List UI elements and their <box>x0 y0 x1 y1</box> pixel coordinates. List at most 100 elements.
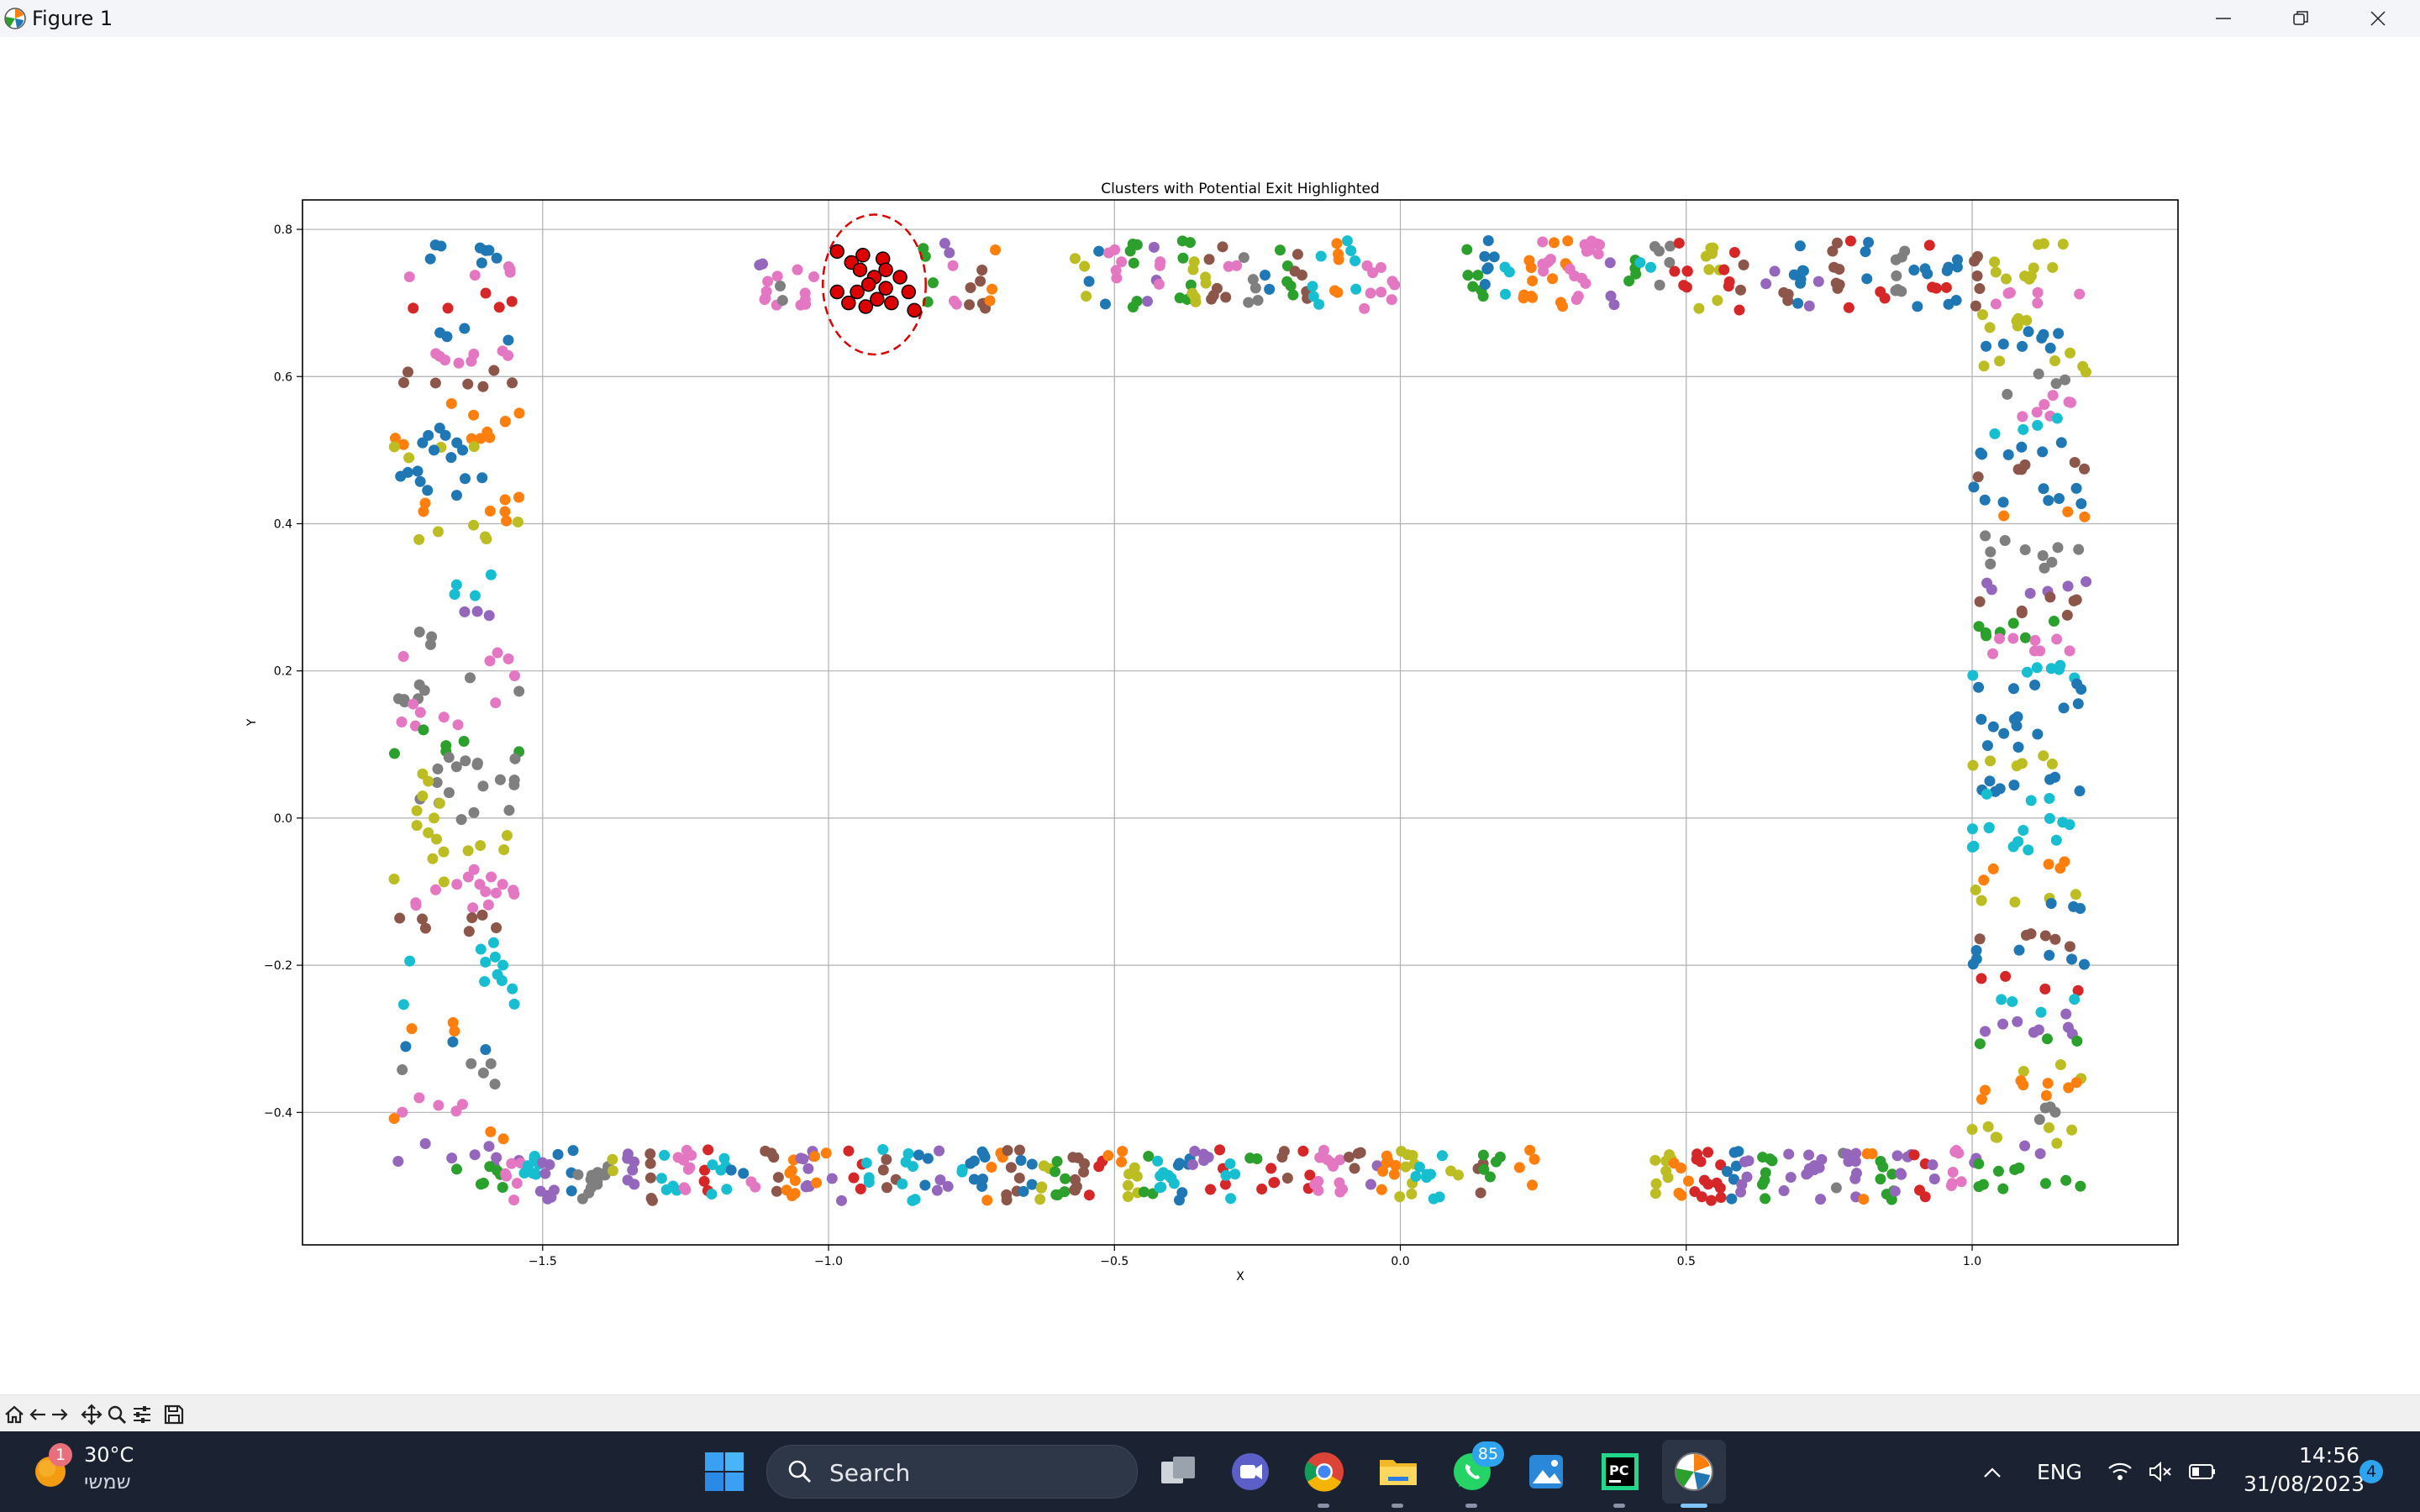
cluster-point <box>419 1138 431 1150</box>
cluster-point <box>429 812 440 824</box>
cluster-point <box>499 494 511 506</box>
cluster-point <box>1996 994 2007 1005</box>
chevron-up-icon[interactable] <box>1981 1462 2003 1483</box>
cluster-point <box>2058 702 2070 714</box>
teams-meet-icon[interactable] <box>1228 1450 1272 1494</box>
cluster-point <box>835 1194 847 1206</box>
cluster-point <box>1388 1168 1400 1180</box>
save-icon[interactable] <box>163 1404 185 1425</box>
cluster-point <box>1185 279 1197 291</box>
forward-arrow-icon[interactable] <box>49 1404 71 1425</box>
cluster-point <box>1990 298 2002 310</box>
cluster-point <box>509 753 521 764</box>
home-icon[interactable] <box>3 1404 25 1425</box>
pycharm-icon[interactable]: PC <box>1598 1450 1642 1494</box>
x-tick-label: −1.5 <box>529 1255 557 1268</box>
cluster-point <box>398 376 410 388</box>
cluster-point <box>682 1163 694 1175</box>
cluster-point <box>2011 760 2023 772</box>
cluster-point <box>435 240 447 252</box>
cluster-point <box>1274 244 1286 256</box>
configure-subplots-icon[interactable] <box>131 1404 153 1425</box>
cluster-point <box>2062 1021 2074 1033</box>
cluster-point <box>1219 1179 1231 1190</box>
back-arrow-icon[interactable] <box>27 1404 49 1425</box>
cluster-point <box>2059 856 2070 868</box>
cluster-point <box>2004 286 2016 298</box>
cluster-point <box>462 845 474 857</box>
cluster-point <box>2038 328 2049 340</box>
cluster-point <box>501 1170 513 1182</box>
cluster-point <box>508 779 520 790</box>
notification-count-badge[interactable]: 4 <box>2360 1460 2383 1483</box>
cluster-point <box>860 1157 872 1168</box>
cluster-point <box>2021 666 2033 678</box>
cluster-point <box>2080 366 2091 378</box>
weather-notification-badge: 1 <box>49 1443 72 1467</box>
cluster-point <box>488 365 500 376</box>
cluster-point <box>918 243 929 255</box>
minimize-button[interactable] <box>2185 0 2262 37</box>
cluster-point <box>1940 281 1952 293</box>
matplotlib-taskbar-button[interactable] <box>1662 1440 1726 1504</box>
cluster-point <box>2064 819 2075 831</box>
cluster-point <box>2024 587 2036 599</box>
cluster-point <box>2017 340 2028 352</box>
restore-button[interactable] <box>2262 0 2339 37</box>
cluster-point <box>1592 248 1604 260</box>
cluster-point <box>1943 261 1954 273</box>
cluster-point <box>397 1064 408 1076</box>
cluster-point <box>402 366 414 378</box>
battery-icon[interactable] <box>2188 1462 2217 1482</box>
cluster-point <box>2043 495 2054 507</box>
taskbar-search-box[interactable]: Search <box>766 1445 1138 1499</box>
task-view-icon[interactable] <box>1156 1450 1200 1494</box>
close-button[interactable] <box>2339 0 2417 37</box>
cluster-point <box>1326 1157 1338 1168</box>
cluster-point <box>1985 546 1996 558</box>
cluster-point <box>2037 549 2049 561</box>
cluster-point <box>402 466 413 478</box>
exit-point <box>852 262 868 277</box>
cluster-point <box>508 888 520 900</box>
cluster-point <box>1664 256 1676 268</box>
input-language[interactable]: ENG <box>2037 1460 2082 1484</box>
cluster-point <box>2047 261 2059 273</box>
cluster-point <box>412 465 424 477</box>
weather-temperature[interactable]: 30°C <box>84 1443 134 1467</box>
cluster-point <box>1051 1156 1063 1168</box>
clock-time[interactable]: 14:56 <box>2299 1443 2360 1467</box>
cluster-point <box>447 1016 459 1028</box>
cluster-point <box>1268 1177 1280 1189</box>
wifi-icon[interactable] <box>2107 1460 2133 1483</box>
photos-icon[interactable] <box>1524 1450 1568 1494</box>
file-explorer-icon[interactable] <box>1376 1450 1420 1494</box>
cluster-point <box>1394 1191 1406 1203</box>
cluster-point <box>1083 276 1095 287</box>
cluster-point <box>1669 265 1681 277</box>
cluster-point <box>397 651 409 663</box>
cluster-point <box>1349 255 1361 266</box>
cluster-point <box>986 1162 997 1173</box>
chart-title: Clusters with Potential Exit Highlighted <box>1101 181 1380 197</box>
cluster-point <box>820 1147 832 1159</box>
cluster-point <box>1527 275 1539 286</box>
cluster-point <box>1377 1165 1389 1177</box>
cluster-point <box>1702 1179 1714 1190</box>
cluster-point <box>725 1164 737 1176</box>
cluster-point <box>1256 1184 1268 1195</box>
cluster-point <box>1718 264 1730 276</box>
cluster-point <box>502 653 514 664</box>
cluster-point <box>2018 825 2029 837</box>
pan-icon[interactable] <box>81 1404 103 1425</box>
zoom-icon[interactable] <box>106 1404 128 1425</box>
windows-start-icon[interactable] <box>702 1450 746 1494</box>
cluster-point <box>434 797 445 809</box>
cluster-point <box>1343 1151 1355 1163</box>
cluster-point <box>2016 607 2028 619</box>
speaker-muted-icon[interactable] <box>2148 1460 2173 1483</box>
clock-date[interactable]: 31/08/2023 <box>2244 1472 2365 1496</box>
cluster-point <box>1668 1158 1680 1169</box>
cluster-point <box>2012 312 2024 324</box>
chrome-icon[interactable] <box>1302 1450 1346 1494</box>
